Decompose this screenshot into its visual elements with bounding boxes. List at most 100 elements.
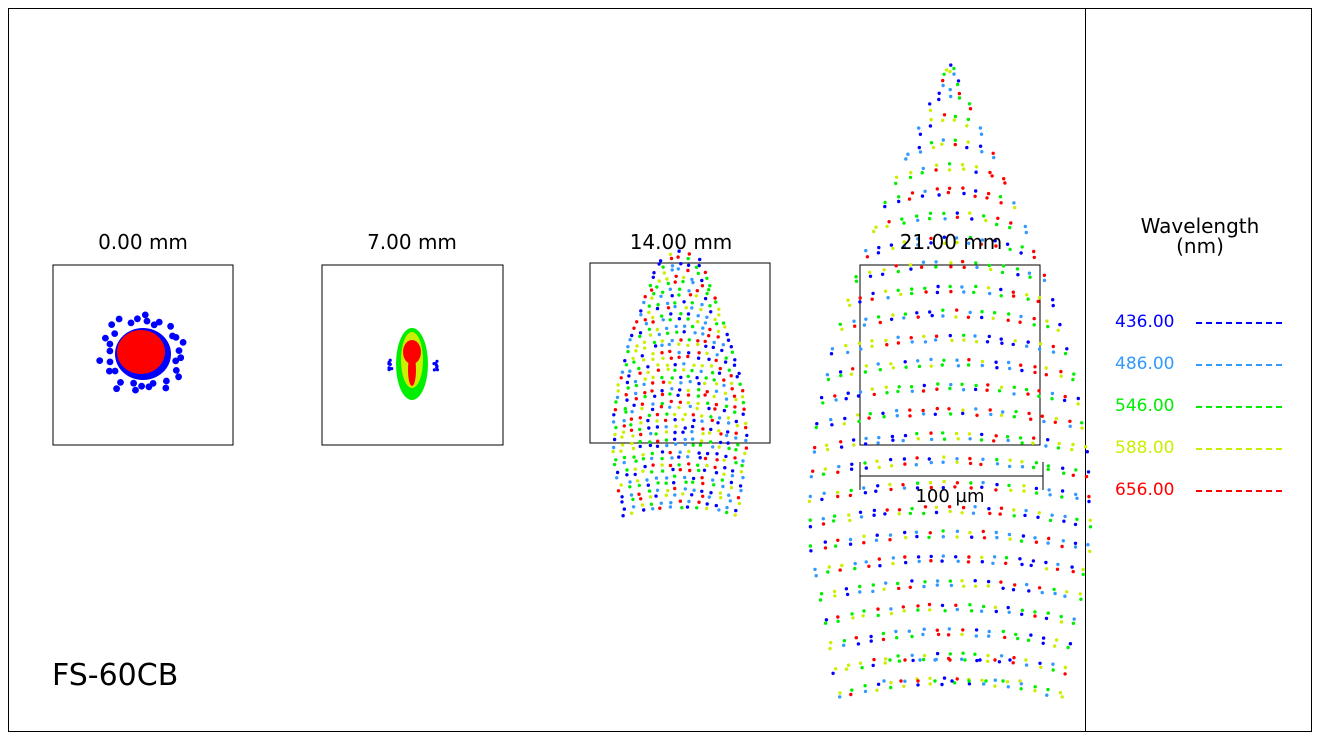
spot-dot (858, 390, 863, 394)
spot-dot (889, 680, 893, 685)
spot-dot (868, 412, 872, 416)
spot-dot (679, 381, 683, 385)
spot-dot (1087, 499, 1091, 504)
spot-dot (997, 660, 1002, 664)
spot-dot (858, 584, 862, 589)
spot-dot (991, 151, 995, 155)
spot-dot (669, 356, 673, 360)
spot-dot (673, 437, 677, 441)
spot-dot (1013, 339, 1017, 343)
spot-dot (889, 362, 893, 366)
spot-dot (922, 627, 926, 631)
spot-dot (884, 385, 888, 389)
spot-dot (850, 688, 854, 692)
spot-dot (713, 465, 717, 470)
spot-dot (640, 354, 644, 358)
spot-dot (615, 476, 619, 480)
spot-dot (960, 259, 965, 264)
spot-dot (1011, 290, 1015, 294)
spot-dot (676, 393, 680, 397)
spot-dot (808, 494, 812, 499)
spot-dot (687, 499, 691, 504)
spot-dot (1020, 441, 1024, 445)
spot-dot (969, 481, 973, 485)
spot-dot (961, 505, 966, 510)
spot-dot (1023, 513, 1027, 518)
spot-dot (696, 463, 700, 467)
spot-core (403, 340, 421, 364)
spot-dot (844, 667, 849, 671)
spot-dot (646, 365, 650, 369)
spot-dot (1068, 419, 1072, 423)
spot-dot (894, 629, 898, 634)
spot-dot (967, 102, 972, 106)
spot-dot (851, 438, 856, 442)
spot-dot (821, 401, 825, 405)
spot-dot (942, 235, 946, 239)
spot-dot (844, 343, 848, 348)
spot-dot (678, 450, 682, 454)
spot-dot (722, 472, 726, 476)
spot-dot (897, 195, 901, 199)
spot-dot (1063, 672, 1067, 676)
spot-dot (901, 605, 905, 609)
spot-dot (688, 468, 692, 473)
spot-dot (923, 189, 927, 193)
spot-dot (1032, 249, 1036, 254)
spot-dot (878, 320, 882, 325)
spot-dot (1015, 267, 1020, 271)
spot-dot (1032, 436, 1036, 440)
spot-dot (679, 338, 683, 342)
spot-dot (1003, 181, 1007, 185)
spot-dot (648, 443, 653, 448)
spot-dot (852, 443, 856, 447)
spot-dot (738, 382, 742, 386)
spot-dot (686, 393, 691, 397)
spot-dot (687, 289, 691, 293)
spot-dot (704, 344, 708, 348)
spot-dot (1050, 391, 1055, 396)
spot-dot (982, 682, 986, 686)
spot-dot (1007, 610, 1011, 614)
spot-dot (695, 406, 699, 411)
spot-dot (863, 461, 867, 465)
spot-dot (111, 330, 119, 337)
spot-dot (1020, 612, 1024, 616)
spot-dot (724, 397, 729, 401)
spot-dot (921, 260, 926, 264)
spot-dot (973, 505, 977, 509)
spot-dot (929, 236, 933, 241)
spot-dot (733, 513, 737, 517)
spot-dot (1007, 483, 1011, 488)
spot-dot (834, 398, 838, 402)
spot-dot (681, 279, 685, 284)
spot-dot (891, 313, 895, 317)
spot-dot (935, 583, 939, 587)
spot-dot (725, 332, 729, 337)
spot-dot (1034, 486, 1039, 491)
spot-dot (947, 627, 951, 631)
spot-dot (1020, 608, 1025, 612)
spot-dot (857, 341, 862, 345)
spot-dot (700, 476, 704, 480)
spot-dot (837, 464, 841, 469)
spot-dot (902, 221, 906, 225)
spot-dot (923, 340, 928, 344)
spot-dot (946, 633, 951, 637)
spot-dot (897, 659, 902, 663)
spot-dot (661, 318, 665, 322)
spot-dot (942, 676, 947, 680)
spot-dot (1006, 685, 1010, 689)
spot-dot (717, 313, 721, 317)
spot-dot (897, 199, 901, 204)
spot-dot (927, 457, 931, 461)
spot-dot (980, 315, 984, 320)
spot-dot (1033, 365, 1037, 369)
spot-dot (987, 263, 991, 268)
spot-dot (895, 414, 899, 418)
spot-dot (677, 293, 681, 297)
spot-dot (106, 340, 114, 348)
spot-dot (821, 472, 826, 476)
spot-dot (920, 194, 925, 198)
spot-dot (650, 407, 655, 412)
